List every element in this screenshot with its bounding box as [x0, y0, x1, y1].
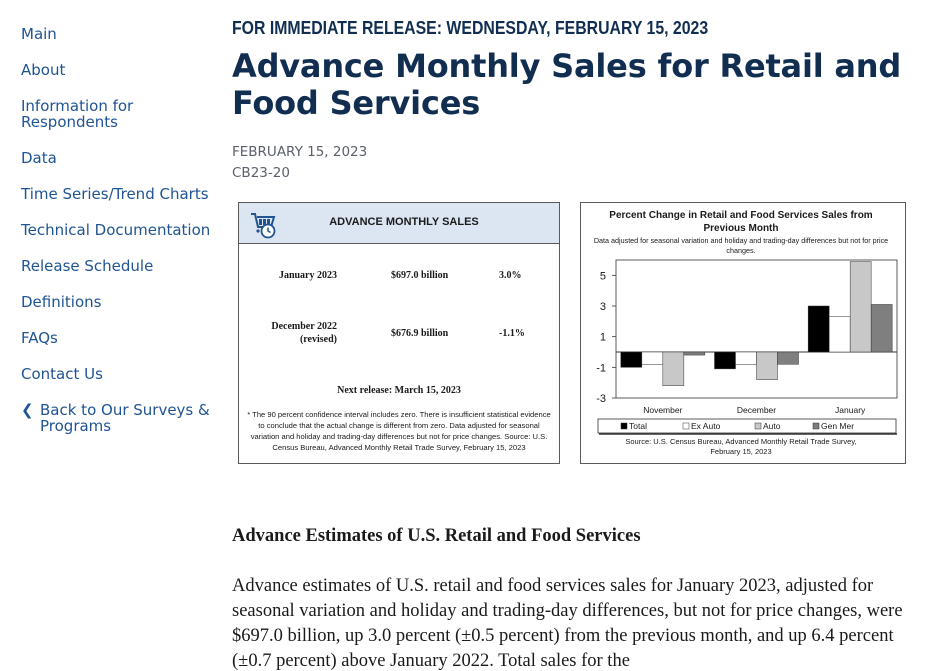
legend-swatch [620, 422, 628, 430]
sidebar-item-technical-documentation[interactable]: Technical Documentation [21, 221, 211, 239]
percent-change-chart[interactable]: Percent Change in Retail and Food Servic… [580, 202, 906, 464]
legend-box [597, 418, 897, 434]
sidebar-item-main[interactable]: Main [21, 25, 57, 43]
sales-card-title: ADVANCE MONTHLY SALES [329, 216, 479, 228]
sales-period-note: (revised) [299, 334, 337, 345]
bar-total [714, 351, 736, 370]
y-tick-label: 5 [600, 270, 606, 282]
bar-total [807, 305, 830, 353]
legend-label: Total [629, 421, 647, 431]
chart-subtitle-line-1: Data adjusted for seasonal variation and… [594, 236, 888, 245]
sidebar-item-release-schedule[interactable]: Release Schedule [21, 257, 154, 275]
article-body: Advance estimates of U.S. retail and foo… [232, 576, 903, 671]
chart-title-line-2: Previous Month [703, 223, 778, 234]
sales-period: January 2023 [278, 270, 337, 281]
chevron-left-icon: ❮ [21, 401, 34, 419]
chart-svg: Percent Change in Retail and Food Servic… [594, 210, 898, 456]
chart-source-line-2: February 15, 2023 [710, 447, 771, 456]
sales-change: -1.1% [499, 328, 525, 339]
y-tick-label: -1 [596, 362, 606, 374]
sidebar-item-about[interactable]: About [21, 61, 66, 79]
bar-auto [662, 351, 685, 386]
legend-label: Gen Mer [821, 421, 854, 431]
back-to-surveys-link[interactable]: ❮ Back to Our Surveys & Programs [21, 402, 211, 434]
legend-label: Auto [763, 421, 781, 431]
section-heading: Advance Estimates of U.S. Retail and Foo… [232, 526, 641, 546]
bar-gen-mer [870, 304, 893, 353]
chart-subtitle-line-2: changes. [726, 246, 755, 255]
x-category-label: November [643, 405, 682, 415]
sidebar-item-data[interactable]: Data [21, 149, 57, 167]
shopping-cart-clock-icon [251, 213, 276, 239]
back-link-label: Back to Our Surveys & Programs [40, 401, 210, 435]
sales-value: $676.9 billion [391, 328, 449, 339]
sales-change: 3.0% [499, 270, 522, 281]
x-category-label: December [737, 405, 776, 415]
sidebar-item-information-for-respondents[interactable]: Information for Respondents [21, 97, 134, 131]
bar-auto [756, 351, 778, 380]
bar-ex-auto [641, 351, 664, 365]
sidebar-item-time-series[interactable]: Time Series/Trend Charts [21, 185, 209, 203]
sales-period: December 2022 [271, 321, 337, 332]
sales-value: $697.0 billion [391, 270, 449, 281]
bar-ex-auto [735, 351, 757, 365]
sales-notes: * The 90 percent confidence interval inc… [247, 410, 551, 452]
x-category-label: January [835, 405, 866, 415]
legend-label: Ex Auto [691, 421, 721, 431]
release-line: FOR IMMEDIATE RELEASE: WEDNESDAY, FEBRUA… [232, 18, 709, 38]
page-title: Advance Monthly Sales for Retail and Foo… [232, 47, 902, 122]
bar-gen-mer [777, 351, 799, 365]
bar-gen-mer [683, 351, 706, 356]
chart-source-line-1: Source: U.S. Census Bureau, Advanced Mon… [625, 437, 856, 446]
legend-swatch [754, 422, 762, 430]
sidebar-item-contact-us[interactable]: Contact Us [21, 365, 103, 383]
release-date: FEBRUARY 15, 2023 [232, 144, 368, 160]
advance-sales-card[interactable]: ADVANCE MONTHLY SALES January 2023 $697.… [238, 202, 560, 464]
bar-auto [849, 261, 872, 353]
chart-title-line-1: Percent Change in Retail and Food Servic… [609, 210, 873, 221]
bar-ex-auto [828, 316, 851, 353]
sidebar-item-faqs[interactable]: FAQs [21, 329, 58, 347]
sidebar-item-definitions[interactable]: Definitions [21, 293, 102, 311]
y-tick-label: 1 [600, 332, 606, 344]
next-release: Next release: March 15, 2023 [337, 385, 461, 396]
sidebar-nav: Main About Information for Respondents D… [21, 26, 211, 454]
legend-swatch [682, 422, 690, 430]
y-tick-label: -3 [596, 393, 606, 405]
release-code: CB23-20 [232, 165, 290, 181]
y-tick-label: 3 [600, 301, 606, 313]
sales-card-header: ADVANCE MONTHLY SALES [239, 203, 559, 244]
legend-swatch [812, 422, 820, 430]
bar-total [620, 351, 643, 368]
